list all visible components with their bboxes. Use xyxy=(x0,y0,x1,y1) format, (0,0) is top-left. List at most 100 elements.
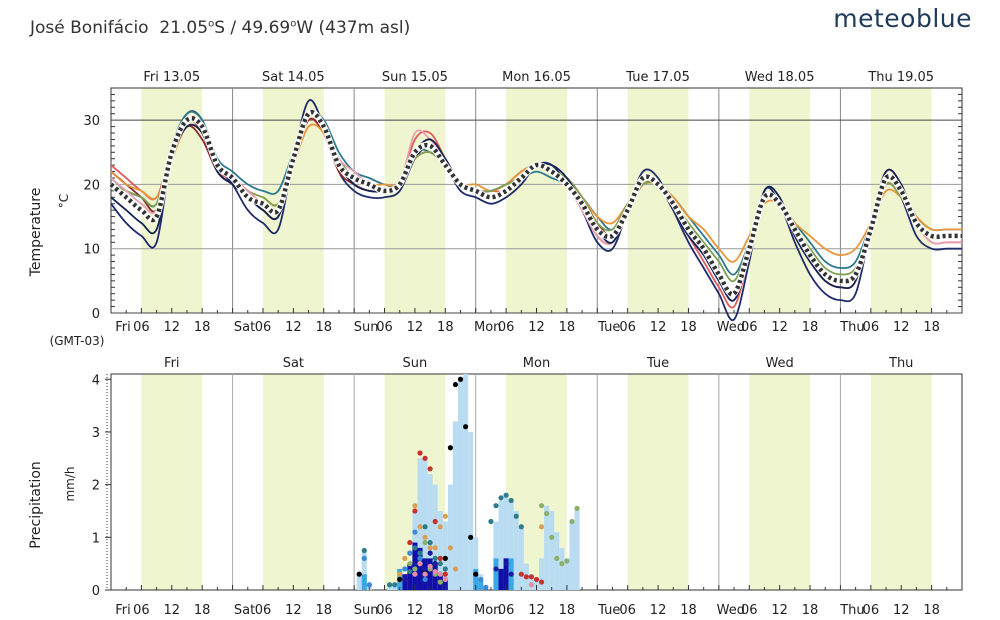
precipitation-member-point xyxy=(417,450,423,456)
precipitation-member-point xyxy=(508,497,514,504)
precipitation-x-hour-label: 06 xyxy=(741,603,758,618)
meteoblue-logo[interactable]: meteoblue xyxy=(833,4,972,33)
precipitation-x-hour-label: 18 xyxy=(437,603,454,618)
precipitation-member-point xyxy=(528,574,535,580)
precipitation-x-day-label: Mon xyxy=(474,603,501,618)
precipitation-x-hour-label: 12 xyxy=(528,603,545,618)
daylight-band xyxy=(384,88,446,313)
precipitation-member-point xyxy=(407,550,413,556)
precipitation-member-point xyxy=(437,555,443,561)
temperature-tick-label: 10 xyxy=(83,243,100,258)
precipitation-bar xyxy=(468,431,474,590)
latitude-value: 21.05 xyxy=(159,18,209,38)
precipitation-member-point xyxy=(473,571,479,577)
date-label: Tue 17.05 xyxy=(625,70,690,85)
precipitation-x-hour-label: 06 xyxy=(133,603,150,618)
precipitation-x-hour-label: 12 xyxy=(285,603,302,618)
temperature-x-hour-label: 06 xyxy=(741,320,758,335)
precipitation-bar xyxy=(447,484,453,590)
precipitation-member-point xyxy=(392,582,398,588)
precipitation-bar xyxy=(473,537,479,590)
precipitation-member-point xyxy=(488,518,494,525)
precipitation-member-point xyxy=(503,492,509,498)
coordinate-separator: / xyxy=(230,18,237,38)
precipitation-member-point xyxy=(397,571,403,577)
precipitation-x-hour-label: 18 xyxy=(194,603,211,618)
altitude-label: (437m asl) xyxy=(318,18,411,38)
precipitation-member-point xyxy=(412,566,418,572)
precipitation-x-hour-label: 12 xyxy=(893,603,910,618)
precipitation-member-point xyxy=(462,424,469,430)
precipitation-member-point xyxy=(518,524,524,530)
temperature-x-hour-label: 18 xyxy=(559,320,576,335)
precipitation-bar xyxy=(539,558,545,590)
temperature-x-hour-label: 12 xyxy=(893,320,910,335)
precipitation-member-point xyxy=(412,561,418,567)
temperature-x-day-label: Fri xyxy=(115,320,131,335)
precipitation-member-point xyxy=(503,561,509,567)
precipitation-tick-label: 3 xyxy=(92,426,100,441)
daylight-band xyxy=(627,374,689,590)
precipitation-bar xyxy=(437,510,443,590)
precipitation-bar xyxy=(513,510,519,590)
temperature-x-day-label: Sat xyxy=(234,320,255,335)
precipitation-bar xyxy=(457,379,464,590)
precipitation-bar xyxy=(493,521,499,590)
precipitation-day-label: Sat xyxy=(283,356,304,371)
precipitation-tick-label: 4 xyxy=(92,373,100,388)
precipitation-member-point xyxy=(528,582,535,588)
precipitation-mid-bar xyxy=(473,568,479,590)
temperature-x-hour-label: 18 xyxy=(802,320,819,335)
daylight-band xyxy=(262,374,324,590)
precipitation-member-point xyxy=(574,505,580,511)
precipitation-member-point xyxy=(559,561,565,567)
precipitation-tick-label: 1 xyxy=(92,531,100,546)
precipitation-bar xyxy=(574,508,580,590)
precipitation-bar xyxy=(554,532,560,590)
precipitation-member-point xyxy=(432,518,438,525)
precipitation-x-hour-label: 12 xyxy=(164,603,181,618)
precipitation-core-bar xyxy=(402,574,408,590)
precipitation-day-label: Tue xyxy=(646,356,669,371)
precipitation-member-point xyxy=(361,555,367,561)
precipitation-member-point xyxy=(513,513,519,519)
precipitation-member-point xyxy=(457,376,464,382)
temperature-x-hour-label: 18 xyxy=(923,320,940,335)
temperature-x-hour-label: 06 xyxy=(376,320,393,335)
temperature-x-hour-label: 12 xyxy=(285,320,302,335)
precipitation-member-point xyxy=(523,574,529,580)
date-label: Wed 18.05 xyxy=(745,70,815,85)
precipitation-bar xyxy=(544,505,550,590)
daylight-band xyxy=(870,374,932,590)
precipitation-x-hour-label: 18 xyxy=(923,603,940,618)
latitude-degree: o xyxy=(208,18,215,30)
precipitation-bar xyxy=(442,521,448,590)
date-label: Sun 15.05 xyxy=(382,70,448,85)
precipitation-member-point xyxy=(452,381,459,388)
latitude-suffix: S xyxy=(214,18,225,38)
precipitation-member-point xyxy=(478,576,484,583)
precipitation-member-point xyxy=(387,582,393,588)
precipitation-x-day-label: Thu xyxy=(839,603,864,618)
daylight-band xyxy=(506,88,567,313)
precipitation-bar xyxy=(518,526,524,590)
precipitation-member-point xyxy=(427,466,433,472)
precipitation-member-point xyxy=(427,545,433,551)
precipitation-member-point xyxy=(447,445,453,451)
precipitation-member-point xyxy=(468,534,474,540)
precipitation-day-label: Mon xyxy=(523,356,550,371)
precipitation-bar xyxy=(569,521,575,590)
precipitation-member-point xyxy=(538,579,545,585)
precipitation-bar xyxy=(559,547,565,590)
precipitation-member-point xyxy=(442,555,448,561)
temperature-x-hour-label: 12 xyxy=(407,320,424,335)
precipitation-bar xyxy=(528,574,534,590)
precipitation-x-hour-label: 06 xyxy=(255,603,272,618)
temperature-x-day-label: Wed xyxy=(717,320,745,335)
precipitation-member-point xyxy=(422,571,428,577)
precipitation-bar xyxy=(463,374,469,590)
precipitation-member-point xyxy=(442,566,448,572)
precipitation-x-hour-label: 12 xyxy=(771,603,788,618)
longitude-value: 49.69 xyxy=(241,18,291,38)
precipitation-bar xyxy=(549,510,555,590)
